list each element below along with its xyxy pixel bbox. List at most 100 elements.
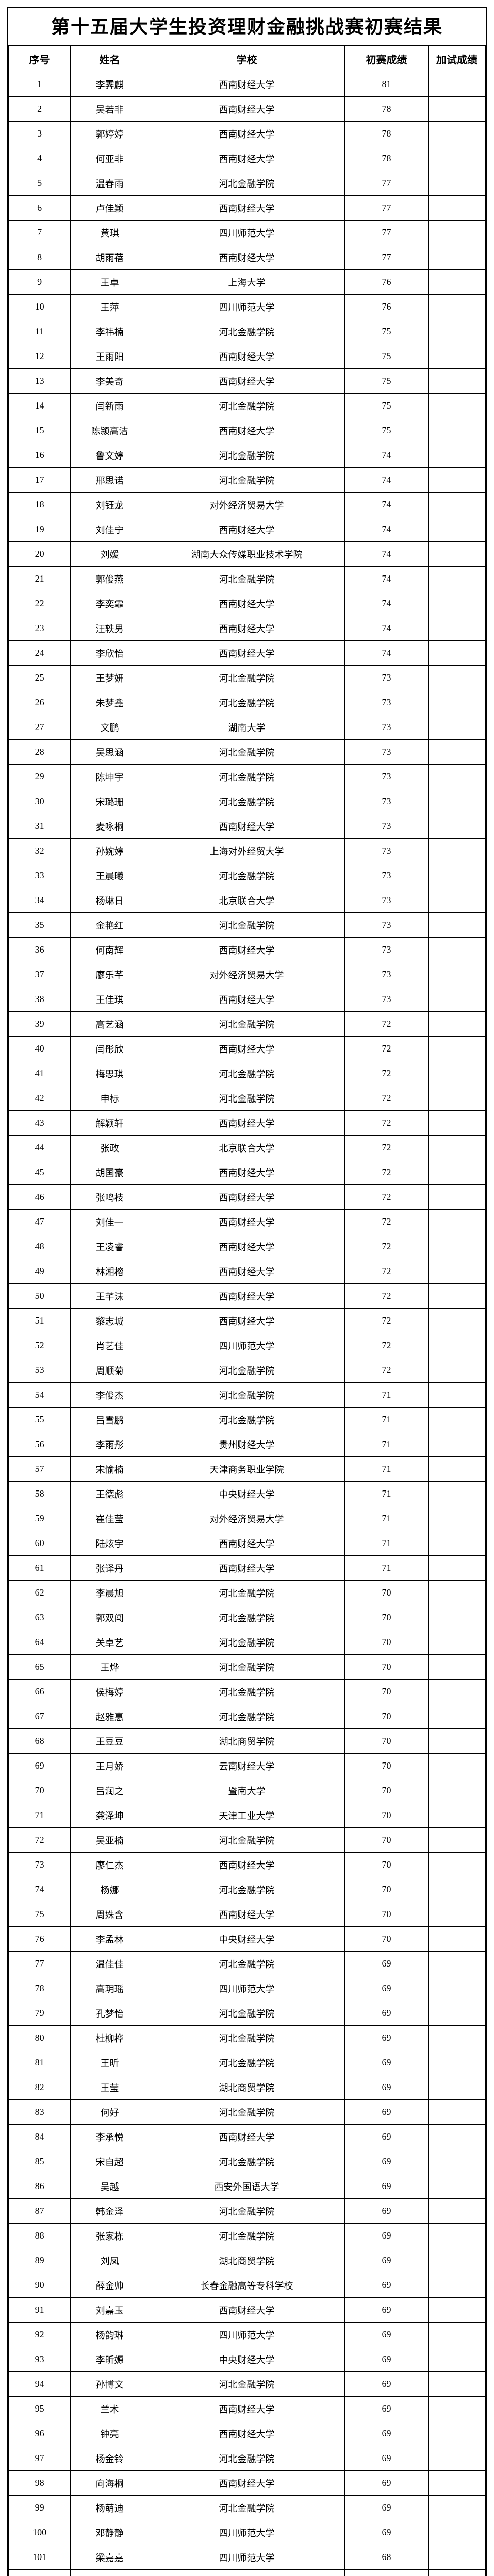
cell-score: 78 bbox=[344, 146, 429, 171]
cell-score: 71 bbox=[344, 1555, 429, 1581]
cell-name: 王莹 bbox=[70, 2075, 149, 2100]
cell-school: 西南财经大学 bbox=[148, 121, 345, 146]
cell-name: 韩金泽 bbox=[70, 2198, 149, 2224]
cell-no: 92 bbox=[8, 2322, 71, 2347]
cell-extra-score bbox=[427, 789, 486, 814]
cell-extra-score bbox=[427, 838, 486, 863]
cell-score: 70 bbox=[344, 1753, 429, 1778]
cell-score: 71 bbox=[344, 1506, 429, 1531]
table-row: 11 李祎楠 河北金融学院 75 bbox=[8, 319, 486, 344]
cell-extra-score bbox=[427, 2446, 486, 2471]
table-row: 63 郭双闯 河北金融学院 70 bbox=[8, 1605, 486, 1630]
cell-no: 76 bbox=[8, 1926, 71, 1952]
cell-name: 王芊沫 bbox=[70, 1283, 149, 1309]
table-row: 94 孙博文 河北金融学院 69 bbox=[8, 2371, 486, 2397]
cell-name: 高艺涵 bbox=[70, 1011, 149, 1037]
cell-extra-score bbox=[427, 715, 486, 740]
cell-school: 河北金融学院 bbox=[148, 1951, 345, 1976]
cell-extra-score bbox=[427, 962, 486, 987]
cell-school: 西南财经大学 bbox=[148, 1209, 345, 1234]
cell-school: 河北金融学院 bbox=[148, 1704, 345, 1729]
cell-no: 38 bbox=[8, 987, 71, 1012]
cell-name: 杨琳日 bbox=[70, 888, 149, 913]
cell-no: 91 bbox=[8, 2297, 71, 2323]
table-row: 5 温春雨 河北金融学院 77 bbox=[8, 171, 486, 196]
cell-no: 57 bbox=[8, 1456, 71, 1482]
cell-no: 71 bbox=[8, 1803, 71, 1828]
cell-extra-score bbox=[427, 1976, 486, 2001]
cell-school: 河北金融学院 bbox=[148, 2050, 345, 2075]
cell-name: 王烨 bbox=[70, 1654, 149, 1680]
cell-name: 王凌睿 bbox=[70, 1234, 149, 1259]
cell-school: 四川师范大学 bbox=[148, 2520, 345, 2545]
cell-extra-score bbox=[427, 2322, 486, 2347]
cell-school: 河北金融学院 bbox=[148, 2149, 345, 2174]
cell-score: 74 bbox=[344, 591, 429, 616]
table-row: 69 王月娇 云南财经大学 70 bbox=[8, 1753, 486, 1778]
table-row: 88 张家栋 河北金融学院 69 bbox=[8, 2223, 486, 2248]
table-row: 96 钟亮 西南财经大学 69 bbox=[8, 2421, 486, 2446]
table-row: 91 刘嘉玉 西南财经大学 69 bbox=[8, 2297, 486, 2323]
cell-extra-score bbox=[427, 2248, 486, 2273]
cell-name: 何南辉 bbox=[70, 937, 149, 962]
cell-score: 70 bbox=[344, 1852, 429, 1877]
table-row: 48 王凌睿 西南财经大学 72 bbox=[8, 1234, 486, 1259]
cell-no: 1 bbox=[8, 72, 71, 97]
cell-extra-score bbox=[427, 1382, 486, 1408]
cell-score: 72 bbox=[344, 1283, 429, 1309]
cell-score: 70 bbox=[344, 1630, 429, 1655]
cell-no: 30 bbox=[8, 789, 71, 814]
cell-extra-score bbox=[427, 566, 486, 591]
cell-extra-score bbox=[427, 2396, 486, 2421]
cell-name: 王昕 bbox=[70, 2050, 149, 2075]
cell-school: 西南财经大学 bbox=[148, 2421, 345, 2446]
cell-extra-score bbox=[427, 1580, 486, 1605]
table-row: 20 刘媛 湖南大众传媒职业技术学院 74 bbox=[8, 541, 486, 567]
cell-no: 63 bbox=[8, 1605, 71, 1630]
cell-school: 西南财经大学 bbox=[148, 344, 345, 369]
cell-score: 78 bbox=[344, 96, 429, 122]
cell-name: 张鸣枝 bbox=[70, 1184, 149, 1210]
table-row: 60 陆炫宇 西南财经大学 71 bbox=[8, 1531, 486, 1556]
column-header-score: 初赛成绩 bbox=[344, 46, 429, 72]
cell-school: 河北金融学院 bbox=[148, 319, 345, 344]
table-row: 71 龚泽坤 天津工业大学 70 bbox=[8, 1803, 486, 1828]
cell-school: 四川师范大学 bbox=[148, 2545, 345, 2570]
cell-extra-score bbox=[427, 1704, 486, 1729]
table-row: 80 杜柳桦 河北金融学院 69 bbox=[8, 2025, 486, 2050]
cell-school: 暨南大学 bbox=[148, 1778, 345, 1803]
cell-name: 胡国豪 bbox=[70, 1160, 149, 1185]
cell-school: 西南财经大学 bbox=[148, 1234, 345, 1259]
table-row: 17 邢思诺 河北金融学院 74 bbox=[8, 467, 486, 493]
cell-score: 73 bbox=[344, 962, 429, 987]
cell-name: 高玥瑶 bbox=[70, 1976, 149, 2001]
cell-score: 77 bbox=[344, 220, 429, 245]
table-row: 22 李奕霏 西南财经大学 74 bbox=[8, 591, 486, 616]
cell-school: 西南财经大学 bbox=[148, 1531, 345, 1556]
cell-extra-score bbox=[427, 1902, 486, 1927]
table-row: 59 崔佳莹 对外经济贸易大学 71 bbox=[8, 1506, 486, 1531]
cell-no: 95 bbox=[8, 2396, 71, 2421]
cell-no: 25 bbox=[8, 665, 71, 690]
cell-name: 杨娜 bbox=[70, 1877, 149, 1902]
cell-score: 68 bbox=[344, 2569, 429, 2576]
table-row: 74 杨娜 河北金融学院 70 bbox=[8, 1877, 486, 1902]
cell-no: 90 bbox=[8, 2273, 71, 2298]
table-row: 89 刘凤 湖北商贸学院 69 bbox=[8, 2248, 486, 2273]
table-row: 64 关卓艺 河北金融学院 70 bbox=[8, 1630, 486, 1655]
cell-extra-score bbox=[427, 1778, 486, 1803]
cell-score: 69 bbox=[344, 2198, 429, 2224]
cell-no: 40 bbox=[8, 1036, 71, 1061]
cell-school: 河北金融学院 bbox=[148, 690, 345, 715]
cell-score: 69 bbox=[344, 2421, 429, 2446]
table-row: 75 周姝含 西南财经大学 70 bbox=[8, 1902, 486, 1927]
table-row: 47 刘佳一 西南财经大学 72 bbox=[8, 1209, 486, 1234]
cell-score: 70 bbox=[344, 1605, 429, 1630]
cell-extra-score bbox=[427, 1432, 486, 1457]
page-title: 第十五届大学生投资理财金融挑战赛初赛结果 bbox=[8, 8, 486, 46]
cell-score: 69 bbox=[344, 2470, 429, 2496]
cell-school: 河北金融学院 bbox=[148, 1358, 345, 1383]
cell-name: 薛金帅 bbox=[70, 2273, 149, 2298]
table-row: 3 郭婷婷 西南财经大学 78 bbox=[8, 121, 486, 146]
cell-name: 王萍 bbox=[70, 294, 149, 319]
